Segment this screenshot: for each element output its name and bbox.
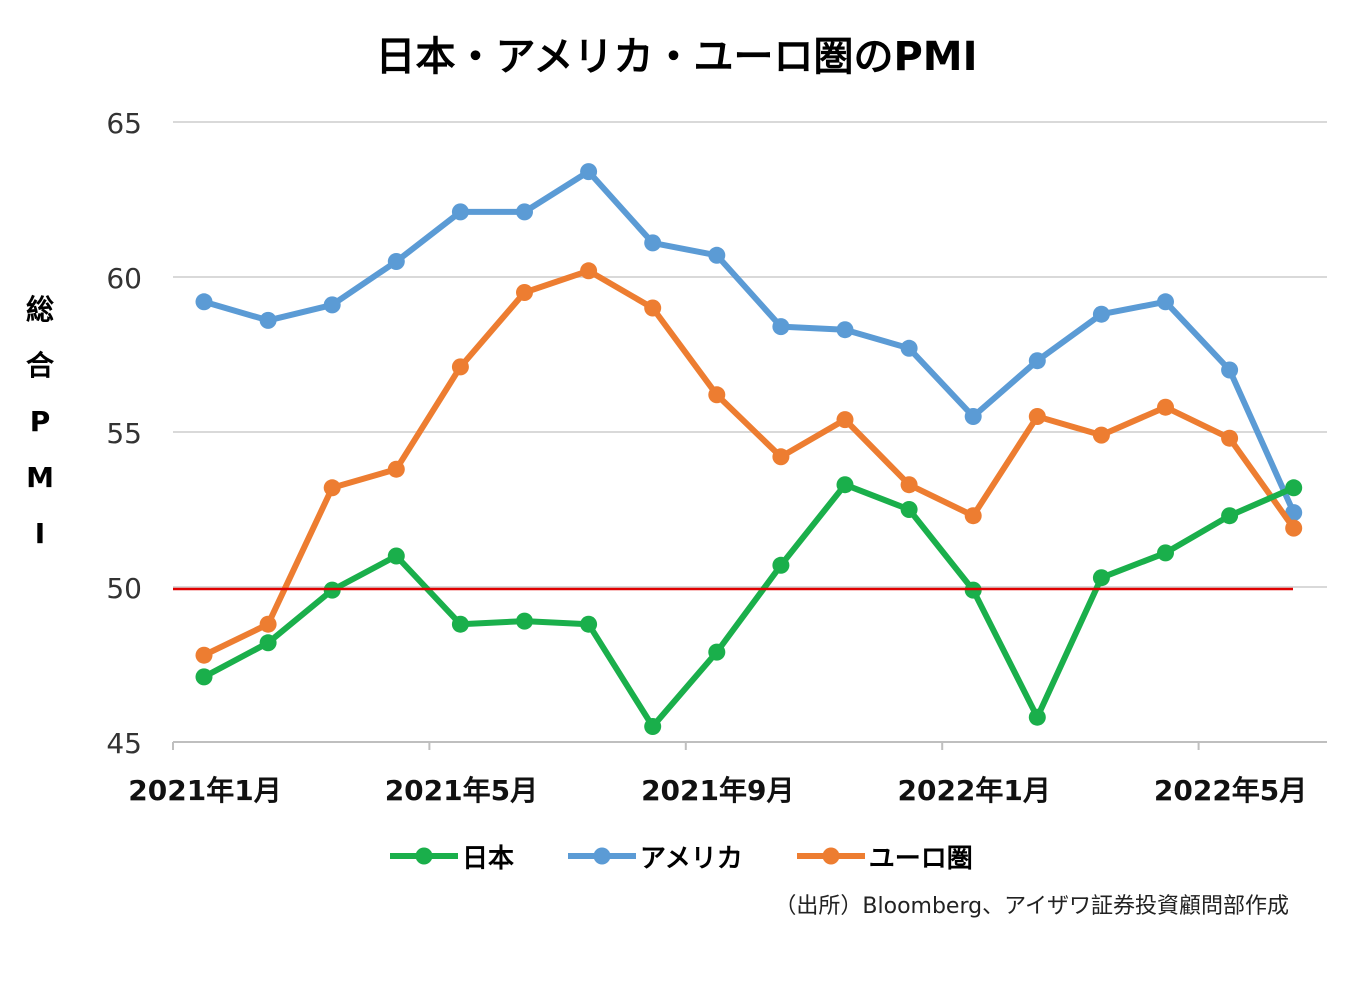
data-point [387,460,405,478]
data-point [836,321,854,339]
x-tick-label: 2022年5月 [1154,774,1307,807]
data-point [1092,569,1110,587]
legend-swatch-marker [593,847,611,865]
data-point [900,476,918,494]
legend-swatch [390,847,458,865]
data-point [772,318,790,336]
source-note: （出所）Bloomberg、アイザワ証券投資顧問部作成 [774,894,1289,919]
data-point [451,615,469,633]
data-point [1092,305,1110,323]
data-point [708,246,726,264]
y-tick-label: 45 [106,727,142,760]
data-point [1092,426,1110,444]
series-line [201,481,1297,730]
data-point [772,556,790,574]
data-point [259,634,277,652]
series-line [201,168,1297,516]
legend-swatch-marker [415,847,433,865]
data-point [580,615,598,633]
data-point [259,311,277,329]
data-point [900,339,918,357]
data-point [195,293,213,311]
data-point [1028,708,1046,726]
data-point [964,507,982,525]
y-tick-label: 50 [106,572,142,605]
data-point [900,501,918,518]
data-point [323,296,341,314]
data-point [1157,293,1174,311]
legend-swatch-marker [822,847,840,865]
data-point [644,718,662,735]
data-point [323,479,341,497]
data-point [964,408,982,425]
legend-label: ユーロ圏 [868,843,973,874]
legend-item: 日本 [388,838,514,875]
data-point [580,262,598,280]
data-point [451,203,469,221]
y-axis-label-char: P [29,405,51,438]
legend-label: アメリカ [640,843,743,874]
data-point [1221,361,1239,379]
data-point [1285,504,1303,522]
data-point [1285,479,1303,497]
line-chart: 45 50 55 60 65 2021年1月 2021年5月 2021年9月 2022年1月 20… [106,107,1327,807]
y-axis-label-char: 合 [25,349,54,382]
data-point [1285,519,1303,537]
x-tick-label: 2021年1月 [128,774,281,807]
data-point [516,612,533,630]
legend: 日本 アメリカ ユーロ圏 [388,834,1025,878]
legend-item: ユーロ圏 [795,838,973,875]
data-point [387,253,405,270]
data-point [708,643,726,661]
y-tick-label: 55 [106,417,142,450]
y-tick-label: 60 [106,262,142,295]
data-point [1157,544,1174,562]
data-point [1221,507,1239,525]
legend-item: アメリカ [566,838,743,875]
data-point [1028,352,1046,370]
data-point [1221,429,1239,447]
data-point [195,668,213,686]
data-point [516,203,533,221]
legend-swatch [796,847,865,865]
legend-label: 日本 [462,843,515,874]
y-axis-label-char: I [34,517,46,550]
x-tick-label: 2021年5月 [385,774,538,807]
data-point [836,476,854,494]
data-point [644,234,662,252]
y-tick-label: 65 [106,107,142,140]
data-point [772,448,790,466]
data-point [1028,408,1046,425]
y-axis-label-char: 総 [25,293,54,326]
x-tick-label: 2021年9月 [641,774,794,807]
chart-title: 日本・アメリカ・ユーロ圏のPMI [375,34,978,80]
data-point [580,163,598,181]
data-point [259,615,277,633]
y-axis-label-char: M [26,461,54,494]
data-point [836,411,854,429]
x-tick-label: 2022年1月 [897,774,1050,807]
data-point [516,284,533,301]
legend-swatch [568,847,637,865]
series-line [201,267,1297,659]
data-point [644,299,662,317]
data-point [387,547,405,565]
data-point [708,386,726,404]
data-point [451,358,469,376]
data-point [1157,398,1174,416]
data-point [195,646,213,664]
